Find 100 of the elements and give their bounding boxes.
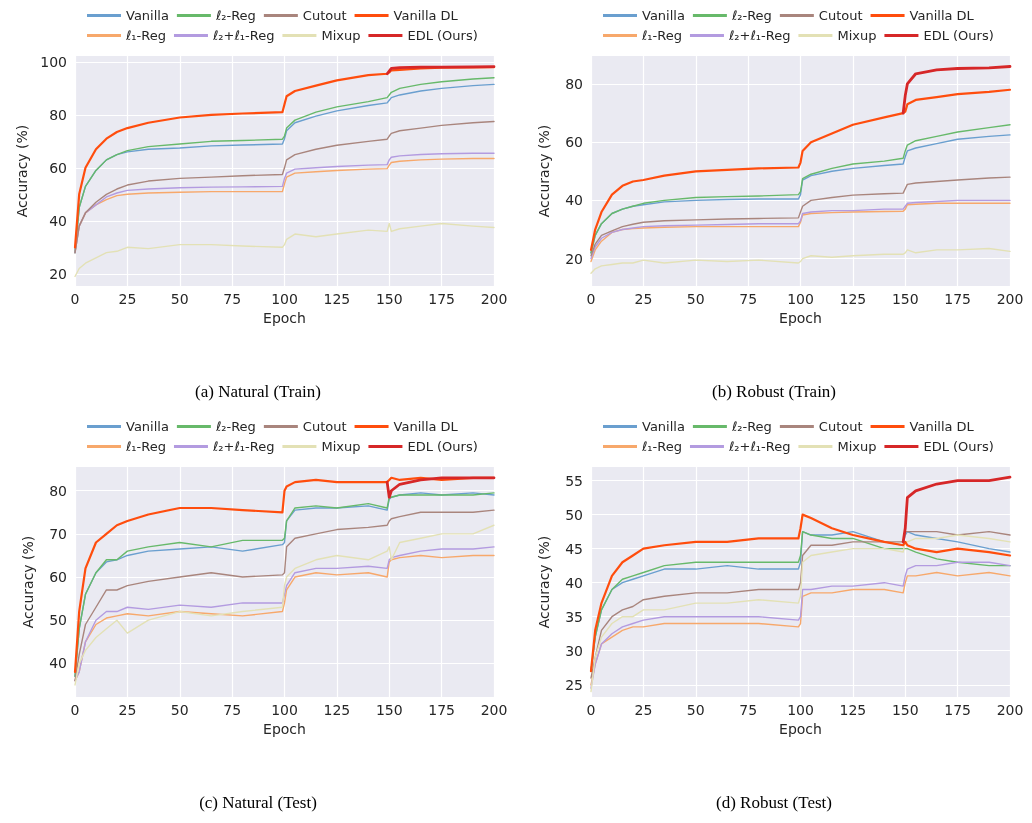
- line-series: [385, 476, 496, 499]
- x-tick-label: 150: [375, 702, 403, 718]
- text: (b) Robust (Train): [711, 382, 837, 401]
- y-tick-label: 20: [49, 265, 67, 282]
- x-tick-label: 100: [271, 702, 298, 718]
- legend-label: ℓ₂+ℓ₁-Reg: [727, 28, 791, 43]
- x-tick-label: 25: [118, 291, 137, 307]
- y-tick-label: 80: [565, 75, 583, 92]
- x-tick-label: 50: [170, 291, 189, 307]
- legend-label: ℓ₁-Reg: [125, 28, 166, 43]
- y-tick-label: 60: [49, 159, 67, 176]
- y-axis-title: Accuracy (%): [536, 535, 552, 629]
- y-tick-label: 30: [565, 642, 583, 659]
- y-axis-title: Accuracy (%): [536, 124, 552, 218]
- legend-label: Mixup: [321, 439, 361, 454]
- text: (a) Natural (Train): [195, 382, 321, 401]
- x-axis-title: Epoch: [263, 309, 306, 326]
- x-tick-label: 0: [586, 702, 596, 718]
- line-series: [74, 222, 495, 278]
- legend-label: ℓ₂-Reg: [214, 419, 256, 434]
- y-axis-title: Accuracy (%): [14, 124, 31, 218]
- y-axis-title: Accuracy (%): [20, 535, 36, 629]
- line-series: [901, 475, 1012, 544]
- x-tick-label: 150: [891, 702, 919, 718]
- x-tick-label: 100: [787, 291, 814, 307]
- x-tick-label: 175: [944, 291, 971, 307]
- x-axis-title: Epoch: [779, 309, 822, 326]
- legend-label: ℓ₂-Reg: [730, 8, 772, 23]
- x-tick-label: 0: [70, 702, 80, 718]
- y-tick-label: 60: [565, 134, 583, 151]
- legend-label: Vanilla: [642, 8, 685, 23]
- legend-label: Vanilla DL: [393, 419, 459, 434]
- legend-label: ℓ₁-Reg: [641, 28, 682, 43]
- x-tick-label: 75: [739, 702, 758, 718]
- y-tick-label: 40: [49, 655, 67, 672]
- x-axis-title: Epoch: [263, 720, 306, 737]
- legend-label: Cutout: [302, 419, 347, 434]
- legend-label: Vanilla DL: [909, 8, 975, 23]
- x-tick-label: 150: [891, 291, 919, 307]
- y-tick-label: 100: [40, 53, 67, 70]
- legend-label: EDL (Ours): [407, 439, 478, 454]
- legend-label: Cutout: [818, 8, 863, 23]
- legend-label: Mixup: [837, 439, 877, 454]
- x-tick-label: 75: [223, 702, 242, 718]
- x-tick-label: 50: [686, 291, 705, 307]
- line-series: [385, 65, 496, 76]
- x-tick-label: 50: [686, 702, 705, 718]
- y-tick-label: 55: [565, 472, 583, 489]
- legend-label: ℓ₁-Reg: [125, 439, 166, 454]
- text: (d) Robust (Test): [716, 793, 832, 812]
- legend-label: Vanilla: [126, 8, 169, 23]
- legend-label: ℓ₂-Reg: [214, 8, 256, 23]
- y-tick-label: 25: [565, 676, 583, 693]
- y-tick-label: 40: [565, 574, 583, 591]
- legend-label: ℓ₂+ℓ₁-Reg: [211, 439, 275, 454]
- legend-label: Mixup: [837, 28, 877, 43]
- legend-label: Cutout: [818, 419, 863, 434]
- x-tick-label: 200: [480, 291, 508, 307]
- x-tick-label: 125: [323, 291, 351, 307]
- y-tick-label: 50: [565, 506, 583, 523]
- y-tick-label: 80: [49, 482, 67, 499]
- legend-label: Vanilla: [642, 419, 685, 434]
- y-tick-label: 60: [49, 569, 67, 586]
- legend-label: ℓ₂-Reg: [730, 419, 772, 434]
- x-tick-label: 25: [634, 702, 653, 718]
- x-tick-label: 175: [944, 702, 971, 718]
- legend-label: Vanilla DL: [909, 419, 975, 434]
- legend-label: Vanilla: [126, 419, 169, 434]
- x-tick-label: 50: [170, 702, 189, 718]
- x-tick-label: 100: [787, 702, 814, 718]
- x-tick-label: 150: [375, 291, 403, 307]
- x-tick-label: 175: [428, 702, 455, 718]
- y-tick-label: 80: [49, 106, 67, 123]
- legend-label: EDL (Ours): [923, 28, 994, 43]
- line-series: [74, 120, 495, 254]
- line-series: [901, 65, 1012, 115]
- legend-label: Mixup: [321, 28, 361, 43]
- x-tick-label: 200: [996, 702, 1024, 718]
- x-tick-label: 0: [586, 291, 596, 307]
- y-tick-label: 35: [565, 608, 583, 625]
- text: (c) Natural (Test): [199, 793, 317, 812]
- x-axis-title: Epoch: [779, 720, 822, 737]
- x-tick-label: 75: [223, 291, 242, 307]
- legend-label: ℓ₂+ℓ₁-Reg: [727, 439, 791, 454]
- x-tick-label: 125: [839, 291, 867, 307]
- x-tick-label: 75: [739, 291, 758, 307]
- legend-label: Cutout: [302, 8, 347, 23]
- x-tick-label: 200: [480, 702, 508, 718]
- y-tick-label: 40: [49, 212, 67, 229]
- x-tick-label: 100: [271, 291, 298, 307]
- line-series: [589, 88, 1012, 251]
- legend-label: ℓ₂+ℓ₁-Reg: [211, 28, 275, 43]
- legend-label: ℓ₁-Reg: [641, 439, 682, 454]
- x-tick-label: 25: [634, 291, 653, 307]
- legend-label: EDL (Ours): [923, 439, 994, 454]
- y-tick-label: 50: [49, 612, 67, 629]
- y-tick-label: 70: [49, 525, 67, 542]
- legend-label: EDL (Ours): [407, 28, 478, 43]
- y-tick-label: 20: [565, 250, 583, 267]
- line-series: [590, 176, 1011, 257]
